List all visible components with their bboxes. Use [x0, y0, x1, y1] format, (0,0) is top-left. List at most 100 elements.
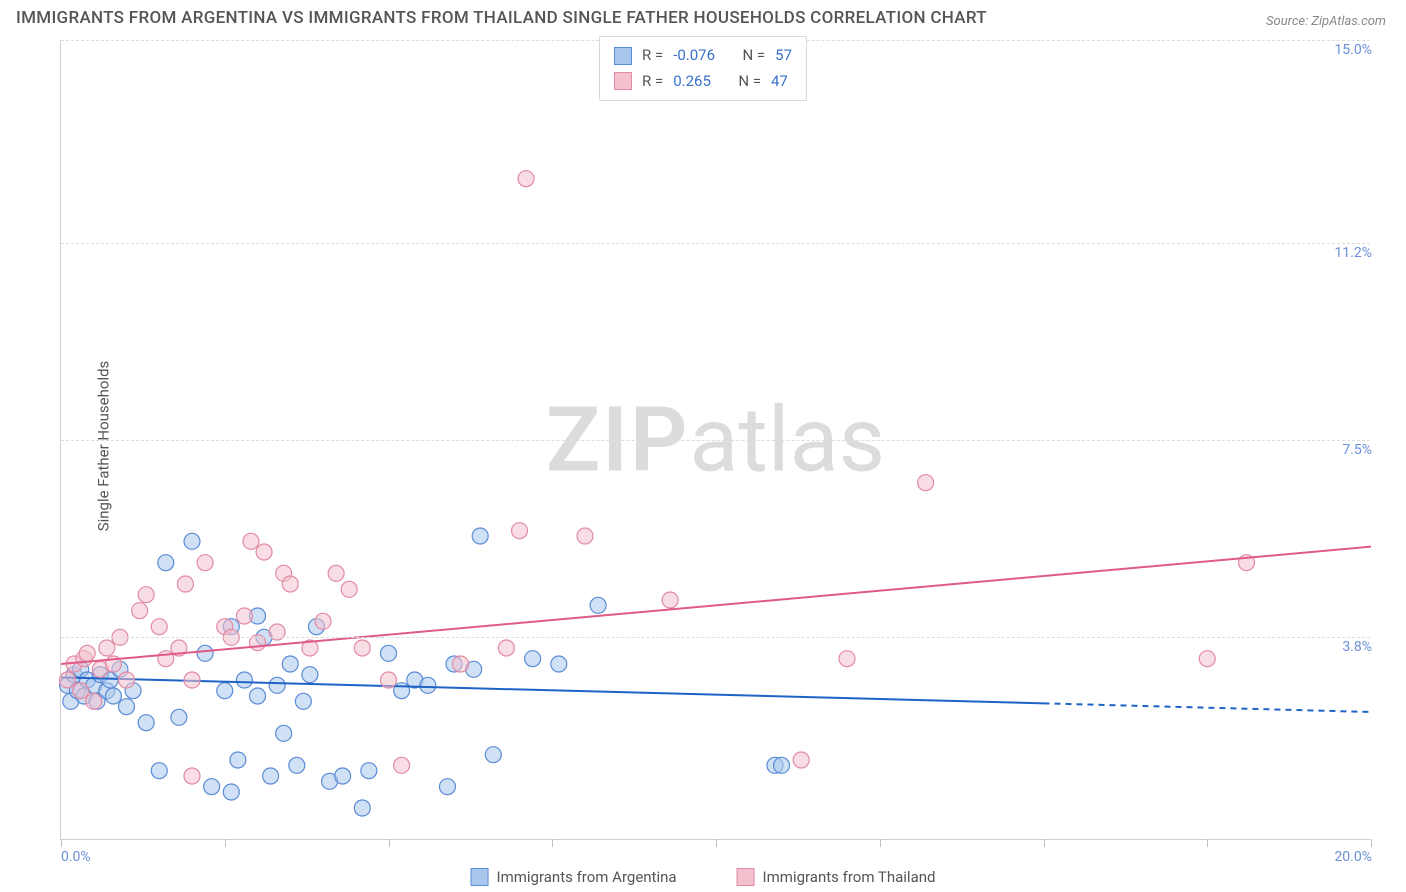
x-tick [552, 839, 553, 847]
data-point [236, 608, 252, 624]
data-point [381, 672, 397, 688]
data-point [230, 752, 246, 768]
data-point [439, 779, 455, 795]
data-point [269, 677, 285, 693]
data-point [204, 779, 220, 795]
x-tick [1207, 839, 1208, 847]
data-point [217, 683, 233, 699]
data-point [184, 768, 200, 784]
legend-row-thailand: R = 0.265 N = 47 [614, 69, 792, 95]
legend-series: Immigrants from Argentina Immigrants fro… [471, 868, 936, 886]
data-point [158, 651, 174, 667]
data-point [335, 768, 351, 784]
data-point [394, 757, 410, 773]
data-point [73, 683, 89, 699]
legend-item-argentina: Immigrants from Argentina [471, 868, 677, 886]
data-point [151, 763, 167, 779]
y-tick-label: 3.8% [1342, 639, 1372, 655]
legend-label-argentina: Immigrants from Argentina [497, 868, 677, 886]
x-tick [880, 839, 881, 847]
x-tick [716, 839, 717, 847]
data-point [774, 757, 790, 773]
y-tick-label: 11.2% [1334, 245, 1372, 261]
data-point [839, 651, 855, 667]
data-point [918, 475, 934, 491]
legend-swatch-thailand [614, 72, 632, 90]
data-point [263, 768, 279, 784]
data-point [354, 640, 370, 656]
data-point [394, 683, 410, 699]
x-max-label: 20.0% [1334, 849, 1372, 865]
data-point [132, 603, 148, 619]
n-value-thailand: 47 [771, 69, 788, 95]
legend-swatch-argentina-icon [471, 868, 489, 886]
data-point [551, 656, 567, 672]
r-value-thailand: 0.265 [673, 69, 711, 95]
data-point [361, 763, 377, 779]
data-point [302, 667, 318, 683]
data-point [328, 565, 344, 581]
r-label: R = [642, 43, 663, 69]
data-point [282, 656, 298, 672]
data-point [256, 544, 272, 560]
data-point [79, 645, 95, 661]
chart-title: IMMIGRANTS FROM ARGENTINA VS IMMIGRANTS … [16, 8, 987, 28]
n-value-argentina: 57 [775, 43, 792, 69]
data-point [315, 613, 331, 629]
data-point [184, 672, 200, 688]
data-point [138, 715, 154, 731]
legend-item-thailand: Immigrants from Thailand [737, 868, 936, 886]
plot-area: ZIPatlas 3.8%7.5%11.2%15.0%0.0%20.0% [60, 40, 1370, 840]
data-point [472, 528, 488, 544]
data-point [1199, 651, 1215, 667]
legend-correlation-box: R = -0.076 N = 57 R = 0.265 N = 47 [599, 36, 807, 101]
data-point [138, 587, 154, 603]
grid-line [61, 243, 1370, 244]
grid-line [61, 440, 1370, 441]
data-point [276, 725, 292, 741]
x-tick [225, 839, 226, 847]
data-point [498, 640, 514, 656]
data-point [525, 651, 541, 667]
grid-line [61, 637, 1370, 638]
data-point [86, 693, 102, 709]
data-point [289, 757, 305, 773]
x-tick [61, 839, 62, 847]
data-point [105, 688, 121, 704]
x-min-label: 0.0% [61, 849, 91, 865]
legend-row-argentina: R = -0.076 N = 57 [614, 43, 792, 69]
data-point [151, 619, 167, 635]
data-point [250, 688, 266, 704]
data-point [420, 677, 436, 693]
data-point [512, 523, 528, 539]
data-point [577, 528, 593, 544]
data-point [223, 784, 239, 800]
data-point [282, 576, 298, 592]
legend-label-thailand: Immigrants from Thailand [763, 868, 936, 886]
data-point [197, 645, 213, 661]
data-point [295, 693, 311, 709]
data-point [184, 533, 200, 549]
data-point [197, 555, 213, 571]
data-point [662, 592, 678, 608]
data-point [60, 672, 76, 688]
x-tick [1371, 839, 1372, 847]
trend-line [61, 547, 1371, 664]
trend-line [61, 677, 1044, 703]
data-point [354, 800, 370, 816]
data-point [99, 640, 115, 656]
r-value-argentina: -0.076 [673, 43, 715, 69]
x-tick [389, 839, 390, 847]
data-point [236, 672, 252, 688]
trend-line-extrapolated [1044, 703, 1372, 712]
data-point [381, 645, 397, 661]
data-point [453, 656, 469, 672]
x-tick [1044, 839, 1045, 847]
source-attribution: Source: ZipAtlas.com [1266, 14, 1386, 29]
data-point [119, 699, 135, 715]
data-point [485, 747, 501, 763]
data-point [793, 752, 809, 768]
data-point [590, 597, 606, 613]
data-point [158, 555, 174, 571]
r-label: R = [642, 69, 663, 95]
